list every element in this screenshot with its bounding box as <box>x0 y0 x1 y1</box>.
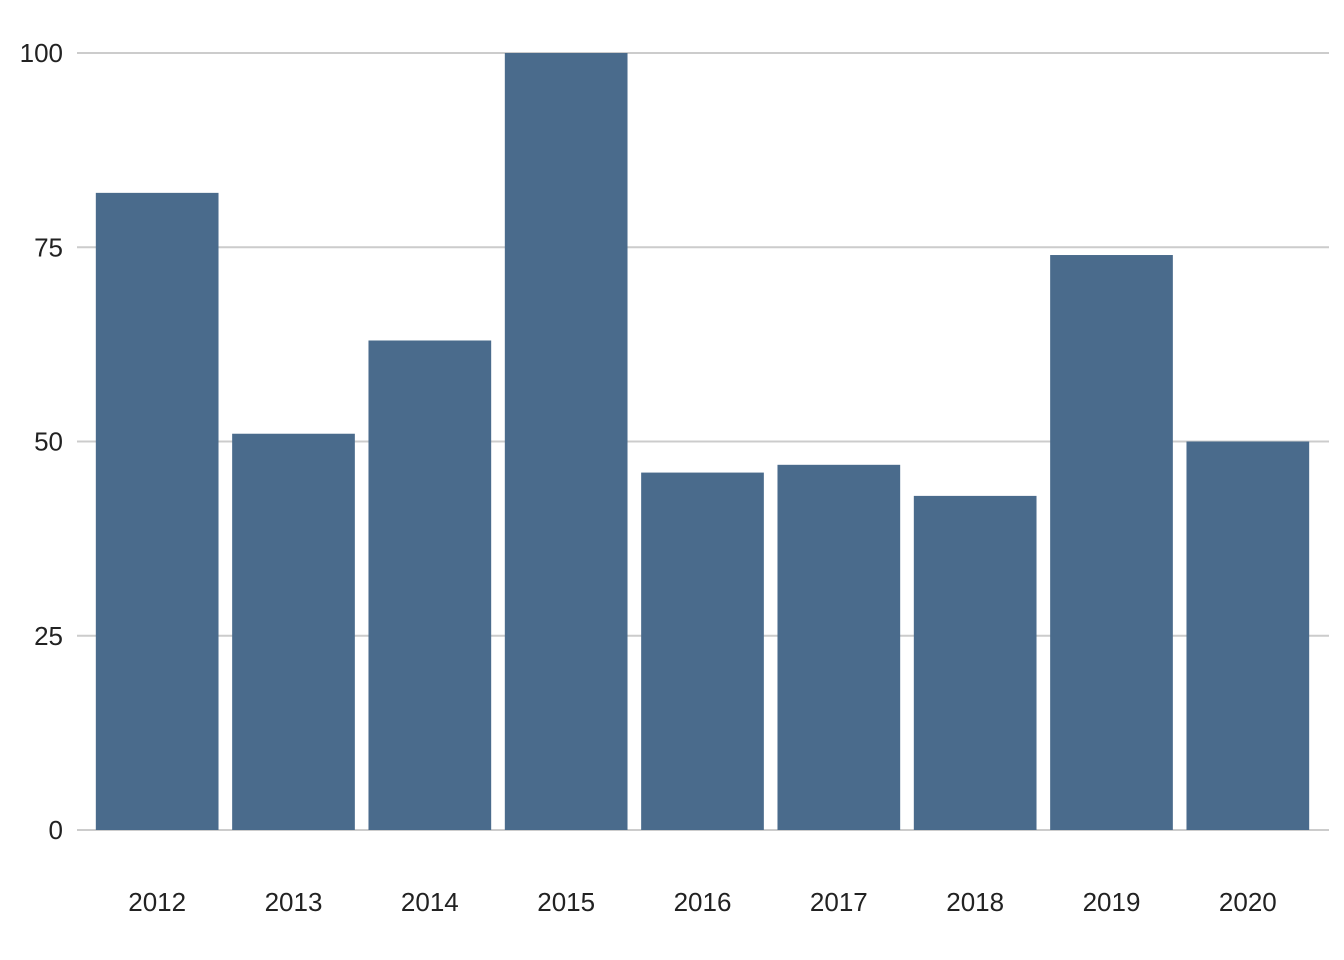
y-tick-label: 0 <box>49 815 63 845</box>
x-tick-label: 2012 <box>128 887 186 917</box>
bars <box>95 53 1310 831</box>
y-tick-label: 75 <box>34 232 63 262</box>
bar-2018 <box>913 495 1037 830</box>
y-tick-label: 50 <box>34 427 63 457</box>
x-tick-label: 2019 <box>1083 887 1141 917</box>
y-axis-ticks: 0 25 50 75 100 <box>20 38 63 845</box>
bar-2014 <box>368 340 492 830</box>
x-tick-label: 2020 <box>1219 887 1277 917</box>
x-tick-label: 2018 <box>946 887 1004 917</box>
bar-2017 <box>777 464 901 830</box>
y-tick-label: 100 <box>20 38 63 68</box>
bar-2019 <box>1050 255 1173 830</box>
x-tick-label: 2016 <box>674 887 732 917</box>
x-tick-label: 2017 <box>810 887 868 917</box>
bar-2015 <box>504 53 628 830</box>
bar-2013 <box>232 433 355 830</box>
x-tick-label: 2014 <box>401 887 459 917</box>
bar-2012 <box>95 192 219 831</box>
bar-2020 <box>1186 441 1310 830</box>
x-tick-label: 2015 <box>537 887 595 917</box>
x-axis-ticks: 2012 2013 2014 2015 2016 2017 2018 2019 2020 <box>128 887 1277 917</box>
y-tick-label: 25 <box>34 621 63 651</box>
bar-2016 <box>641 472 764 830</box>
x-tick-label: 2013 <box>265 887 323 917</box>
